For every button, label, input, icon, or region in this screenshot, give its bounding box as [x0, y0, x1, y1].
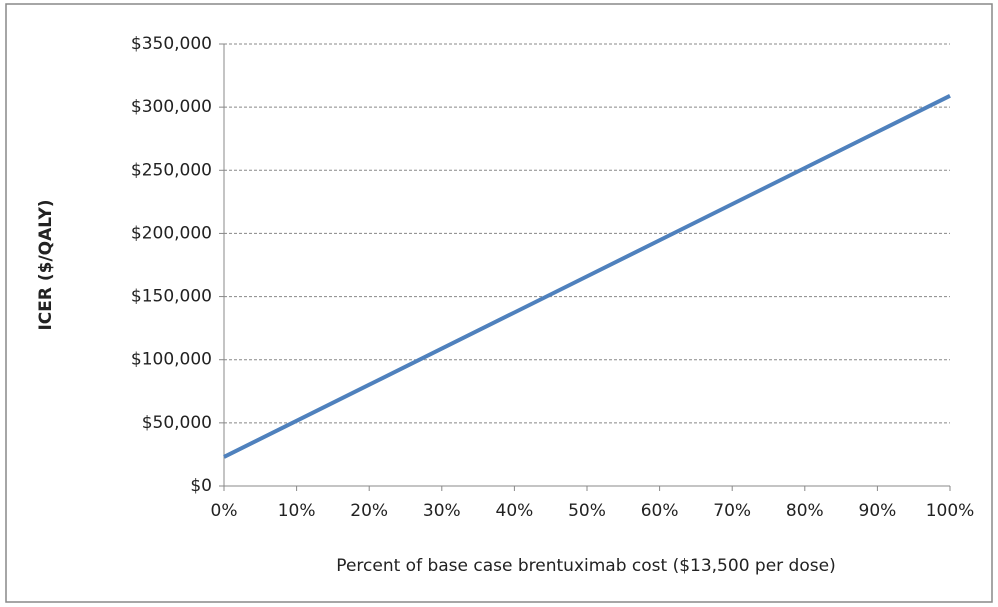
y-tick-label: $0 [190, 476, 212, 496]
x-tick-label: 30% [423, 501, 461, 521]
x-tick-label: 50% [568, 501, 606, 521]
x-axis-title: Percent of base case brentuximab cost ($… [336, 556, 835, 576]
x-tick-label: 10% [278, 501, 316, 521]
chart-border [5, 3, 993, 603]
y-tick-label: $200,000 [131, 223, 212, 243]
x-tick-label: 90% [859, 501, 897, 521]
y-axis-title: ICER ($/QALY) [36, 199, 56, 330]
line [223, 93, 951, 459]
x-tick-label: 80% [786, 501, 824, 521]
y-tick-label: $100,000 [131, 350, 212, 370]
x-tick-label: 40% [496, 501, 534, 521]
x-tick-label: 0% [211, 501, 238, 521]
y-tick-label: $50,000 [142, 413, 212, 433]
x-tick-label: 70% [713, 501, 751, 521]
x-tick-label: 20% [350, 501, 388, 521]
x-tick-label: 60% [641, 501, 679, 521]
x-tick-label: 100% [926, 501, 975, 521]
y-tick-label: $150,000 [131, 287, 212, 307]
y-tick-label: $300,000 [131, 97, 212, 117]
y-tick-label: $250,000 [131, 160, 212, 180]
y-tick-label: $350,000 [131, 34, 212, 54]
